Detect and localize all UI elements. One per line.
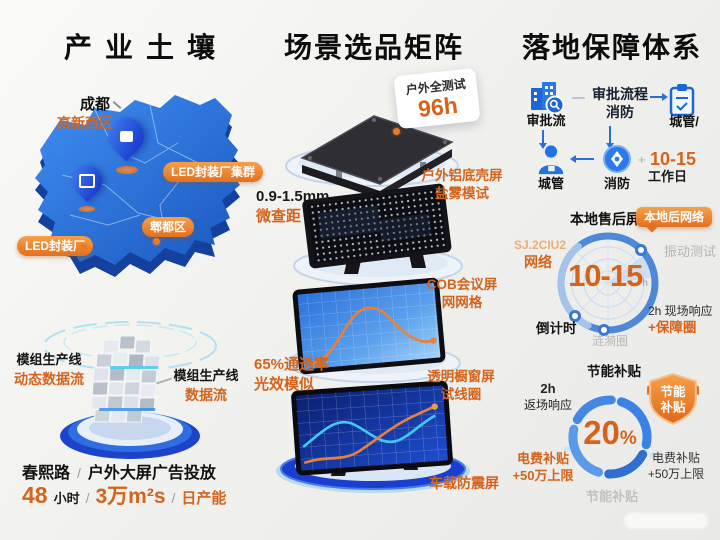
place-name: 春熙路 <box>22 465 71 482</box>
arrow-down-icon <box>539 130 547 149</box>
flow-mid-text: 审批流程 消防 <box>592 86 648 121</box>
connector-dot <box>393 128 400 135</box>
gauge-title: 本地售后屏 <box>570 211 640 227</box>
gauge-countdown-label: 倒计时 <box>536 321 577 336</box>
middle-column-title: 场景选品矩阵 <box>284 32 465 63</box>
svg-text:补贴: 补贴 <box>660 399 686 414</box>
module-line-label-left: 模组生产线 <box>16 352 82 367</box>
subsidy-shield-badge: 节能 补贴 <box>647 372 699 425</box>
gauge-response-info: 2h 现场响应 <box>648 304 713 318</box>
label-transparent-window: 透明橱窗屏 试线圈 <box>427 369 495 402</box>
donut-center-value: 20% <box>583 414 637 451</box>
label-fine-pitch: 0.9-1.5mm 微查距 <box>256 188 330 225</box>
connector-dot <box>153 238 160 245</box>
badge-local-network: 本地后网络 <box>636 207 713 227</box>
pin-base-glow <box>79 206 95 212</box>
electricity-subsidy-right: 电费补贴 +50万上限 <box>647 451 705 481</box>
label-vehicle-screen: 车载防震屏 <box>429 475 499 491</box>
label-transmittance: 65%通透率 光效模似 <box>254 356 330 393</box>
campaign-name: 户外大屏广告投放 <box>87 465 216 482</box>
lead-time-unit: 工作日 <box>648 169 688 184</box>
gauge-vibration-label: 振动测试 <box>664 244 717 259</box>
data-flow-label: 数据流 <box>185 387 227 403</box>
module-data-tower-graphic <box>43 321 217 459</box>
badge-led-cluster: LED封装厂集群 <box>163 162 264 182</box>
gauge-network-label: 网络 <box>524 254 552 270</box>
flow-node-approval-label: 审批流 <box>526 113 566 128</box>
separator: / <box>85 490 90 506</box>
person-icon <box>538 145 564 175</box>
gauge-chart <box>557 232 659 336</box>
arrow-down-icon <box>606 126 614 149</box>
flow-node-clipboard-label: 城管/ <box>669 114 699 129</box>
right-column-title: 落地保障体系 <box>522 32 703 63</box>
arrow-right-icon <box>650 93 668 101</box>
label-cob-meeting: COB会议屏 网网格 <box>426 277 498 310</box>
donut-response-info: 2h 返场响应 <box>523 381 572 412</box>
stats-line-1: 春熙路 / 户外大屏广告投放 <box>22 459 216 483</box>
donut-bottom-label: 节能补贴 <box>586 489 639 504</box>
city-label: 成都 <box>80 96 111 113</box>
badge-led-factory: LED封装厂 <box>17 236 94 256</box>
outdoor-test-card: 户外全测试 96h <box>393 67 481 130</box>
separator: / <box>171 490 176 506</box>
donut-title: 节能补贴 <box>587 364 641 379</box>
clipboard-icon <box>669 84 695 117</box>
fire-safety-icon <box>603 145 631 173</box>
flow-node-person-label: 城管 <box>537 176 564 191</box>
hours-unit: 小时 <box>53 491 80 506</box>
flow-node-fire-label: 消防 <box>603 176 630 191</box>
area-value: 3万m²s <box>95 485 166 508</box>
connector-dash <box>572 97 585 99</box>
district-label: 高新西区 <box>57 115 113 131</box>
gauge-bottom-label: 涟漪圈 <box>592 334 629 348</box>
daily-capacity-label: 日产能 <box>181 490 227 507</box>
gauge-extra-ring-info: +保障圈 <box>648 320 697 335</box>
label-outdoor-aluminum: 户外铝底壳屏 盐雾模试 <box>421 168 503 201</box>
dynamic-data-flow-label: 动态数据流 <box>14 371 84 387</box>
plus-mark: + <box>638 152 646 167</box>
pin-base-glow <box>116 166 138 174</box>
screen-box-icon <box>108 118 144 154</box>
module-line-label-right: 模组生产线 <box>173 368 239 383</box>
gauge-center-value: 10-15h <box>568 258 648 293</box>
donut-chart <box>564 395 656 479</box>
svg-text:节能: 节能 <box>661 384 686 399</box>
electricity-subsidy-left: 电费补贴 +50万上限 <box>512 451 574 483</box>
gauge-left-garbled-text: SJ.2CIU2 <box>514 238 567 252</box>
connector-dot <box>80 244 87 251</box>
building-search-icon <box>531 82 565 115</box>
lead-time-value: 10-15 <box>650 149 697 169</box>
arrow-left-icon <box>570 155 594 163</box>
factory-building-icon <box>72 166 102 196</box>
stats-line-2: 48 小时 / 3万m²s / 日产能 <box>22 480 226 510</box>
watermark <box>624 513 708 529</box>
separator: / <box>77 465 81 481</box>
screen-stack-graphic <box>276 115 470 493</box>
map-pin-factory <box>65 159 109 203</box>
hours-value: 48 <box>22 482 48 508</box>
left-column-title: 产业土壤 <box>64 32 229 63</box>
badge-pidu-district: 郫都区 <box>142 217 195 237</box>
